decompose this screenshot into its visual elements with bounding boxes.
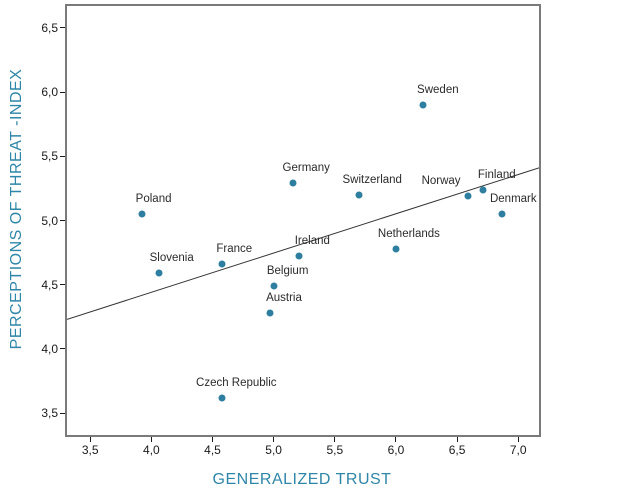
x-axis-tick [89,437,91,442]
data-point [479,186,487,194]
y-axis-tick [60,91,65,93]
data-point [464,192,472,200]
y-axis-tick [60,155,65,157]
plot-area: Poland Slovenia France Czech Republic Austri… [65,4,541,437]
data-point [138,210,146,218]
data-point [266,309,274,317]
x-tick-label: 3,5 [81,443,99,457]
data-point [270,282,278,290]
y-axis-tick [60,27,65,29]
data-point [218,260,226,268]
data-point [392,245,400,253]
point-label: Ireland [294,235,330,248]
x-axis-tick [273,437,275,442]
x-axis-tick [395,437,397,442]
data-point [498,210,506,218]
data-point [295,252,303,260]
point-label: Sweden [417,83,459,96]
y-tick-label: 5,0 [41,213,58,228]
y-axis-tick [60,348,65,350]
x-axis-title: GENERALIZED TRUST [212,471,392,488]
x-axis-tick [212,437,213,442]
y-tick-label: 3,5 [41,406,58,421]
point-label: Netherlands [377,227,440,240]
point-label: Finland [477,168,516,181]
y-axis-tick [60,412,65,414]
point-label: Belgium [266,265,309,277]
data-point [155,269,163,277]
point-label: Austria [266,291,302,304]
point-label: Switzerland [342,173,402,186]
x-tick-label: 6,0 [387,443,405,457]
point-label: Denmark [489,193,537,206]
x-axis-tick [150,437,152,442]
x-tick-label: 4,0 [143,443,160,457]
y-tick-label: 6,0 [41,85,58,100]
point-label: Slovenia [149,252,194,265]
y-axis-tick [60,284,65,286]
y-tick-label: 4,0 [41,341,58,356]
y-tick-label: 4,5 [41,277,58,292]
x-tick-label: 5,0 [265,443,282,457]
x-axis-tick [517,437,519,442]
data-point [289,179,297,187]
x-tick-label: 4,5 [204,443,221,457]
data-point [355,191,363,199]
point-label: France [216,243,253,256]
x-axis-tick [456,437,458,442]
data-point [218,394,226,402]
x-axis-tick [334,437,336,442]
y-axis-tick [60,220,65,221]
y-tick-label: 6,5 [41,20,58,35]
y-axis-title: PERCEPTIONS OF THREAT -INDEX [8,68,25,350]
point-label: Germany [282,162,330,175]
point-label: Norway [421,175,461,188]
data-point [419,101,427,109]
y-tick-label: 5,5 [41,149,58,164]
point-label: Czech Republic [196,376,277,389]
x-tick-label: 5,5 [326,443,344,457]
x-tick-label: 6,5 [448,443,466,457]
trend-line [67,167,539,320]
x-tick-label: 7,0 [509,443,527,457]
point-label: Poland [135,193,172,206]
